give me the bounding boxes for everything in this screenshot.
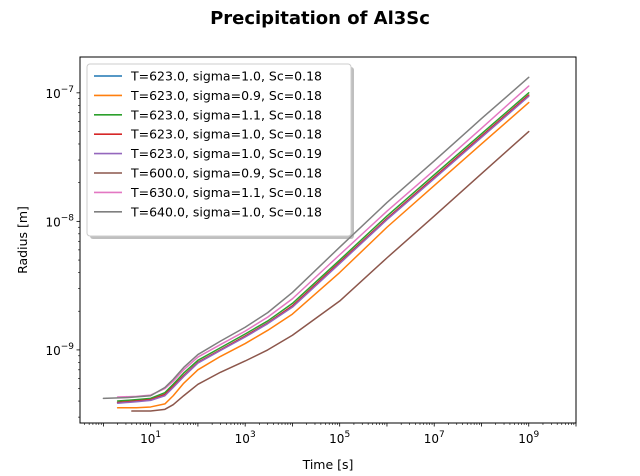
legend-box	[86, 63, 352, 237]
legend-label: T=640.0, sigma=1.0, Sc=0.18	[130, 204, 322, 219]
y-tick-label: 10−7	[45, 85, 74, 101]
axis-ticks: 101 103 105 107 109 10−9 10−8 10−7	[45, 85, 577, 446]
legend-label: T=630.0, sigma=1.1, Sc=0.18	[130, 185, 322, 200]
legend: T=623.0, sigma=1.0, Sc=0.18 T=623.0, sigm…	[86, 63, 354, 239]
x-tick-label: 107	[424, 430, 445, 446]
series-line-5	[116, 95, 530, 404]
legend-label: T=623.0, sigma=1.0, Sc=0.18	[130, 69, 322, 84]
chart-title: Precipitation of Al3Sc	[210, 8, 430, 29]
y-tick-label: 10−9	[45, 342, 74, 358]
legend-label: T=623.0, sigma=1.0, Sc=0.19	[130, 146, 322, 161]
axes-frame	[79, 56, 577, 424]
x-tick-label: 101	[140, 430, 161, 446]
y-axis-label: Radius [m]	[15, 206, 30, 274]
series-line-8	[102, 76, 530, 400]
x-tick-label: 109	[518, 430, 539, 446]
series-line-2	[116, 101, 530, 409]
plot-area	[102, 76, 530, 412]
legend-label: T=623.0, sigma=1.0, Sc=0.18	[130, 127, 322, 142]
series-line-6	[131, 130, 530, 412]
legend-label: T=623.0, sigma=0.9, Sc=0.18	[130, 88, 322, 103]
legend-label: T=623.0, sigma=1.1, Sc=0.18	[130, 107, 322, 122]
x-tick-label: 105	[329, 430, 350, 446]
x-tick-label: 103	[235, 430, 256, 446]
x-axis-label: Time [s]	[302, 457, 354, 472]
series-line-3	[116, 92, 530, 402]
legend-label: T=600.0, sigma=0.9, Sc=0.18	[130, 166, 322, 181]
y-tick-label: 10−8	[45, 213, 74, 229]
